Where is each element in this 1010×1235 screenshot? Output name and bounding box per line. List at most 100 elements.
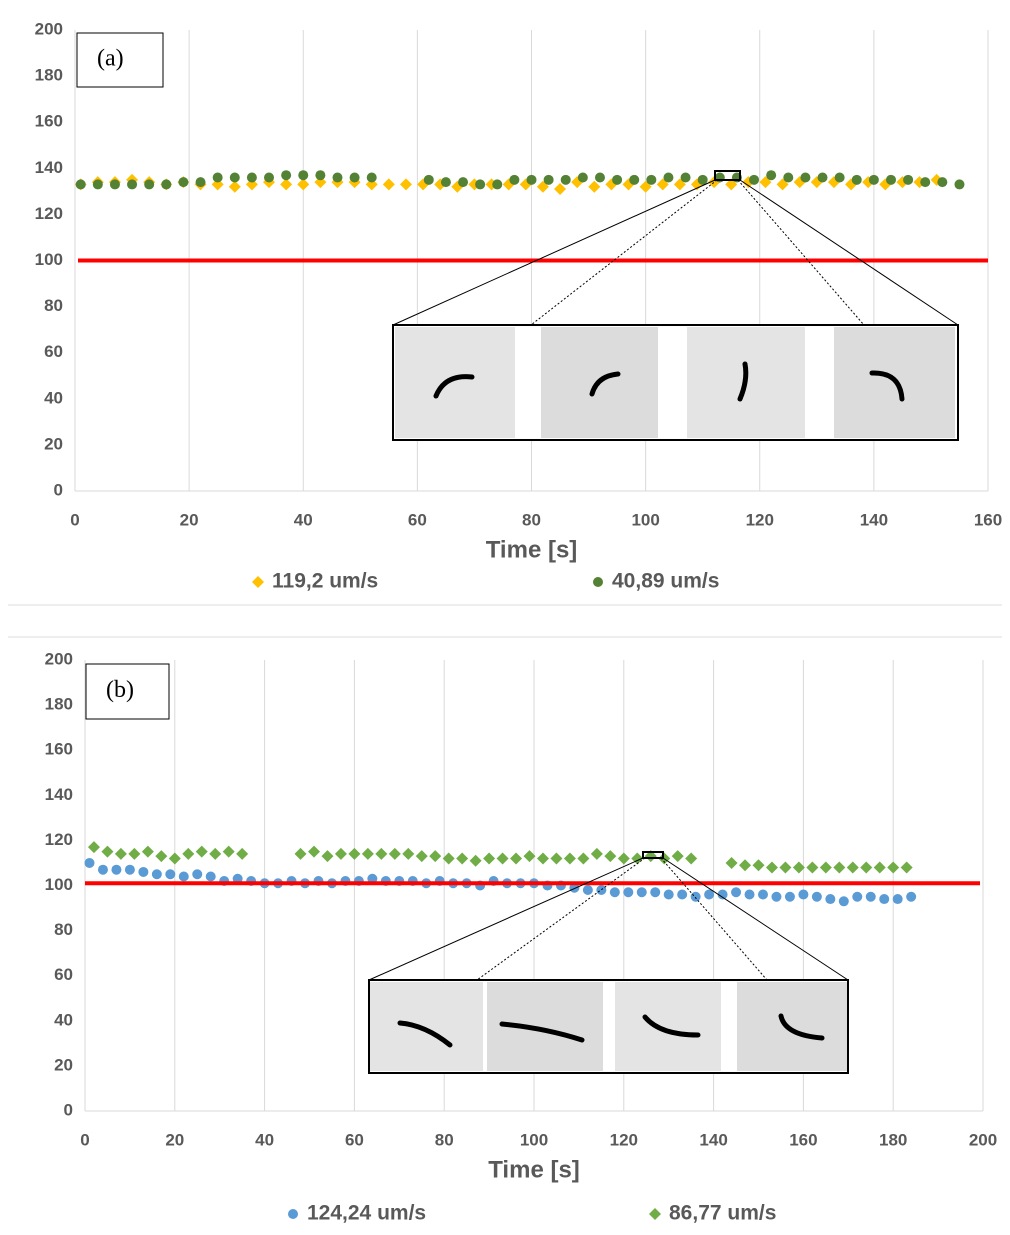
inset-image [395,327,515,438]
y-tick-label: 160 [35,112,63,131]
x-tick-label: 120 [610,1130,638,1149]
legend-marker [649,1208,661,1220]
data-point [375,847,388,860]
data-point [294,847,307,860]
data-point [954,179,965,190]
x-tick-label: 100 [631,510,659,529]
data-point [297,178,310,191]
y-tick-label: 20 [54,1055,73,1074]
zoom-line [739,179,959,326]
data-point [178,871,189,882]
x-tick-label: 0 [70,510,79,529]
data-point [246,172,257,183]
data-point [526,174,537,185]
y-tick-label: 160 [45,740,73,759]
data-point [569,882,580,893]
y-tick-label: 200 [35,19,63,38]
data-point [101,845,114,858]
data-point [685,852,698,865]
zoom-line [530,179,718,326]
x-tick-label: 40 [294,510,313,529]
data-point [577,852,590,865]
data-point [834,172,845,183]
data-point [229,172,240,183]
y-tick-label: 140 [35,158,63,177]
data-point [124,864,135,875]
panel-label: (b) [106,677,134,703]
data-point [792,861,805,874]
data-point [281,170,292,181]
data-point [582,885,593,896]
data-point [617,852,630,865]
data-point [388,847,401,860]
data-point [496,852,509,865]
zoom-box [714,170,741,181]
x-tick-label: 20 [180,510,199,529]
panel-label-box [76,32,164,88]
data-point [690,891,701,902]
data-point [892,894,903,905]
data-point [168,852,181,865]
x-tick-label: 40 [255,1130,274,1149]
data-point [766,170,777,181]
data-point [612,174,623,185]
data-point [677,889,688,900]
data-point [155,850,168,863]
data-point [75,179,86,190]
data-point [554,183,567,196]
data-point [663,889,674,900]
data-point [543,174,554,185]
filament [869,370,905,402]
x-tick-label: 200 [969,1130,997,1149]
data-point [182,847,195,860]
data-point [151,869,162,880]
data-point [536,852,549,865]
data-point [483,852,496,865]
data-point [704,889,715,900]
data-point [590,847,603,860]
data-point [588,180,601,193]
data-point [458,177,469,188]
data-point [838,896,849,907]
data-point [141,845,154,858]
legend-marker [288,1209,298,1219]
data-point [111,864,122,875]
x-tick-label: 180 [879,1130,907,1149]
data-point [879,894,890,905]
zoom-line [660,857,768,981]
data-point [825,894,836,905]
legend-marker [593,577,603,587]
data-point [852,891,863,902]
data-point [680,172,691,183]
zoom-line [662,857,849,981]
data-point [563,852,576,865]
data-point [195,845,208,858]
data-point [868,174,879,185]
data-point [900,861,913,874]
data-point [752,859,765,872]
data-point [423,174,434,185]
zoom-line [476,857,646,981]
data-point [195,177,206,188]
x-tick-label: 80 [522,510,541,529]
data-point [873,861,886,874]
data-point [860,861,873,874]
data-point [697,174,708,185]
y-tick-label: 120 [45,830,73,849]
data-point [127,179,138,190]
zoom-line [392,179,716,326]
legend-marker [252,576,264,588]
data-point [783,172,794,183]
data-point [623,887,634,898]
data-point [846,861,859,874]
data-point [138,866,149,877]
data-point [366,172,377,183]
data-point [178,177,189,188]
x-tick-label: 60 [345,1130,364,1149]
data-point [402,847,415,860]
data-point [87,841,100,854]
data-point [128,847,141,860]
data-point [765,861,778,874]
x-tick-label: 160 [974,510,1002,529]
x-tick-label: 120 [746,510,774,529]
